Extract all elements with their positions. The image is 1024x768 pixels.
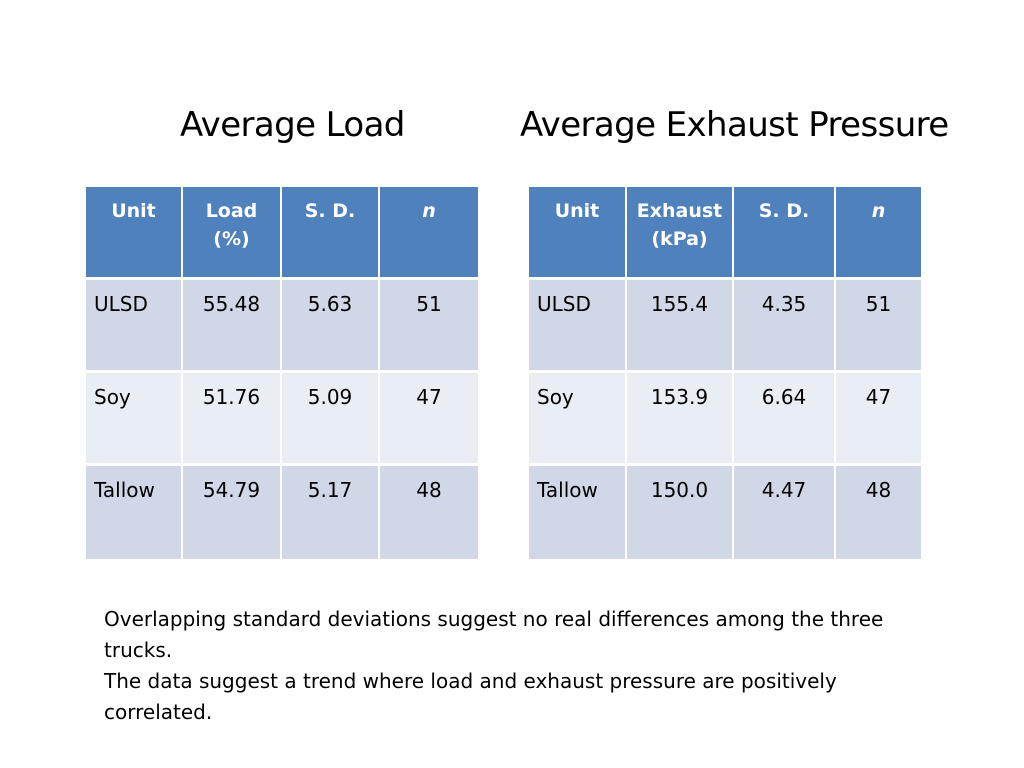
conclusion-notes: Overlapping standard deviations suggest …	[104, 604, 894, 728]
cell-load: 55.48	[183, 280, 282, 373]
table-row: ULSD 155.4 4.35 51	[529, 280, 921, 373]
cell-exhaust: 155.4	[627, 280, 734, 373]
cell-load: 51.76	[183, 373, 282, 466]
column-header-load: Load (%)	[183, 187, 282, 280]
column-header-sd: S. D.	[282, 187, 380, 280]
average-load-heading: Average Load	[180, 105, 405, 145]
cell-n: 51	[380, 280, 478, 373]
cell-n: 47	[836, 373, 921, 466]
column-header-unit: Unit	[86, 187, 183, 280]
cell-sd: 5.17	[282, 466, 380, 559]
cell-unit: Tallow	[529, 466, 627, 559]
cell-unit: Tallow	[86, 466, 183, 559]
column-header-unit: Unit	[529, 187, 627, 280]
cell-n: 47	[380, 373, 478, 466]
table-row: Soy 153.9 6.64 47	[529, 373, 921, 466]
cell-sd: 5.09	[282, 373, 380, 466]
table-row: Soy 51.76 5.09 47	[86, 373, 478, 466]
cell-n: 51	[836, 280, 921, 373]
table-header-row: Unit Exhaust (kPa) S. D. n	[529, 187, 921, 280]
note-overlapping-sd: Overlapping standard deviations suggest …	[104, 607, 884, 662]
cell-unit: ULSD	[86, 280, 183, 373]
column-header-n: n	[380, 187, 478, 280]
cell-n: 48	[380, 466, 478, 559]
cell-unit: ULSD	[529, 280, 627, 373]
cell-n: 48	[836, 466, 921, 559]
cell-exhaust: 150.0	[627, 466, 734, 559]
average-load-table: Unit Load (%) S. D. n ULSD 55.48 5.63 51…	[86, 187, 478, 559]
average-exhaust-pressure-heading: Average Exhaust Pressure	[520, 105, 949, 145]
cell-sd: 4.47	[734, 466, 836, 559]
table-row: Tallow 150.0 4.47 48	[529, 466, 921, 559]
cell-sd: 6.64	[734, 373, 836, 466]
table-row: ULSD 55.48 5.63 51	[86, 280, 478, 373]
cell-unit: Soy	[529, 373, 627, 466]
cell-load: 54.79	[183, 466, 282, 559]
column-header-sd: S. D.	[734, 187, 836, 280]
cell-unit: Soy	[86, 373, 183, 466]
cell-exhaust: 153.9	[627, 373, 734, 466]
table-header-row: Unit Load (%) S. D. n	[86, 187, 478, 280]
column-header-exhaust: Exhaust (kPa)	[627, 187, 734, 280]
cell-sd: 5.63	[282, 280, 380, 373]
table-row: Tallow 54.79 5.17 48	[86, 466, 478, 559]
average-exhaust-pressure-table: Unit Exhaust (kPa) S. D. n ULSD 155.4 4.…	[529, 187, 921, 559]
cell-sd: 4.35	[734, 280, 836, 373]
note-positive-correlation: The data suggest a trend where load and …	[104, 669, 837, 724]
column-header-n: n	[836, 187, 921, 280]
